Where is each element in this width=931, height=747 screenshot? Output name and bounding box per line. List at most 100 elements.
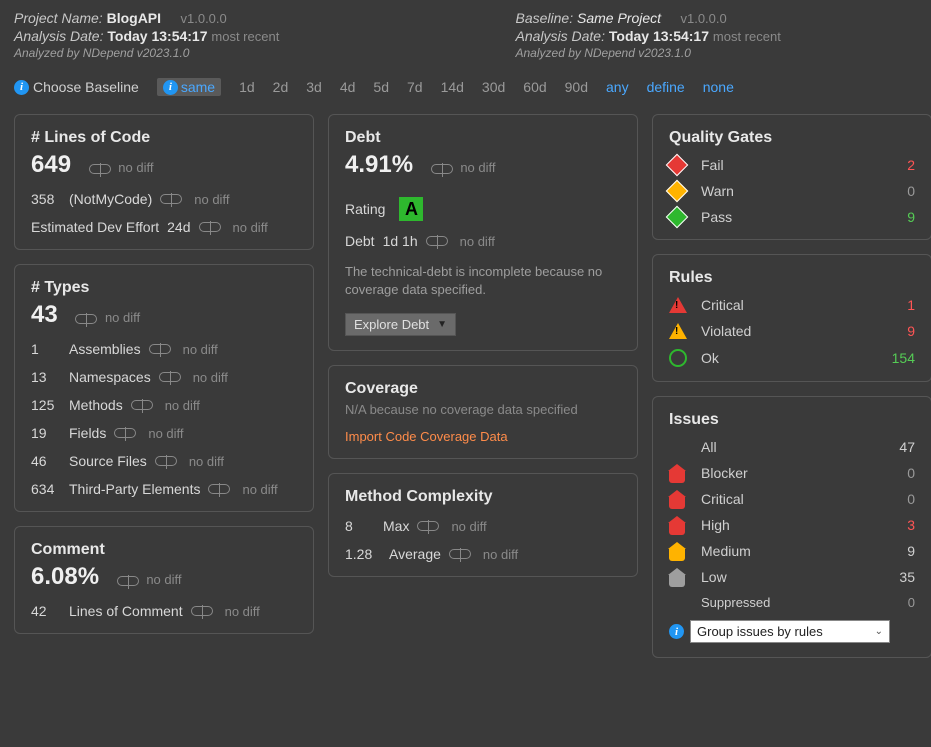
rating-label: Rating [345,201,385,217]
baseline-30d[interactable]: 30d [482,79,505,95]
issues-critical-label: Critical [701,491,877,507]
issues-blocker-label: Blocker [701,465,877,481]
issues-all-count: 47 [885,439,915,455]
gate-pass-count: 9 [885,209,915,225]
group-issues-select[interactable]: Group issues by rules ⌄ [690,620,890,643]
baseline-version: v1.0.0.0 [680,11,726,26]
baseline-60d[interactable]: 60d [523,79,546,95]
gate-fail-row[interactable]: Fail 2 [669,157,915,173]
diff-icon [160,194,182,204]
baseline-3d[interactable]: 3d [306,79,322,95]
baseline-7d[interactable]: 7d [407,79,423,95]
gate-pass-row[interactable]: Pass 9 [669,209,915,225]
complexity-title: Method Complexity [345,488,621,506]
no-diff: no diff [451,519,486,534]
issues-high-label: High [701,517,877,533]
notmycode-value: 358 [31,191,61,207]
baseline-14d[interactable]: 14d [441,79,464,95]
debt-card: Debt 4.91% no diff Rating A Debt 1d 1h n… [328,114,638,351]
info-icon: i [14,80,29,95]
issues-high-row[interactable]: High 3 [669,517,915,533]
namespaces-count: 13 [31,369,61,385]
issues-medium-count: 9 [885,543,915,559]
baseline-1d[interactable]: 1d [239,79,255,95]
rules-ok-count: 154 [885,350,915,366]
comment-title: Comment [31,541,297,559]
issues-low-label: Low [701,569,877,585]
critical-icon [669,497,685,509]
rules-violated-row[interactable]: ! Violated 9 [669,323,915,339]
diff-icon [449,549,471,559]
diff-icon [199,222,221,232]
complexity-max-value: 8 [345,518,375,534]
diff-icon [114,428,136,438]
issues-all-row[interactable]: All 47 [669,439,915,455]
no-diff: no diff [460,234,495,249]
methods-count: 125 [31,397,61,413]
assemblies-label: Assemblies [69,341,141,357]
column-2: Debt 4.91% no diff Rating A Debt 1d 1h n… [328,114,638,658]
issues-medium-row[interactable]: Medium 9 [669,543,915,559]
no-diff: no diff [193,370,228,385]
baseline-analyzed-by: Analyzed by NDepend v2023.1.0 [516,46,918,60]
diff-icon [159,372,181,382]
analysis-label: Analysis Date: [14,28,103,44]
baseline-none[interactable]: none [703,79,734,95]
warn-icon [666,180,689,203]
no-diff: no diff [194,192,229,207]
no-diff: no diff [118,160,153,175]
fields-count: 19 [31,425,61,441]
baseline-any[interactable]: any [606,79,629,95]
header-right: Baseline: Same Project v1.0.0.0 Analysis… [516,10,918,60]
diff-icon [191,606,213,616]
fields-label: Fields [69,425,106,441]
baseline-4d[interactable]: 4d [340,79,356,95]
no-diff: no diff [242,482,277,497]
loc-card: # Lines of Code 649 no diff 358 (NotMyCo… [14,114,314,250]
analysis-note: most recent [211,29,279,44]
baseline-5d[interactable]: 5d [373,79,389,95]
rules-ok-row[interactable]: Ok 154 [669,349,915,367]
chevron-down-icon: ▼ [437,319,447,330]
issues-low-row[interactable]: Low 35 [669,569,915,585]
diff-icon [117,576,139,586]
issues-blocker-count: 0 [885,465,915,481]
critical-icon: ! [669,297,687,313]
complexity-card: Method Complexity 8Maxno diff 1.28Averag… [328,473,638,577]
no-diff: no diff [225,604,260,619]
no-diff: no diff [148,426,183,441]
issues-blocker-row[interactable]: Blocker 0 [669,465,915,481]
no-diff: no diff [189,454,224,469]
rules-critical-label: Critical [701,297,877,313]
baseline-define[interactable]: define [647,79,685,95]
coverage-title: Coverage [345,380,621,398]
explore-debt-dropdown[interactable]: Explore Debt ▼ [345,313,456,336]
no-diff: no diff [105,310,140,325]
issues-critical-row[interactable]: Critical 0 [669,491,915,507]
effort-value: 24d [167,219,190,235]
types-card: # Types 43 no diff 1Assembliesno diff 13… [14,264,314,512]
info-icon: i [163,80,178,95]
gate-warn-row[interactable]: Warn 0 [669,183,915,199]
baseline-90d[interactable]: 90d [565,79,588,95]
loc-comment-label: Lines of Comment [69,603,183,619]
diff-icon [426,236,448,246]
group-issues-label: Group issues by rules [697,624,823,639]
rules-critical-row[interactable]: ! Critical 1 [669,297,915,313]
thirdparty-label: Third-Party Elements [69,481,200,497]
baseline-same-button[interactable]: i same [157,78,221,96]
complexity-max-label: Max [383,518,409,534]
rules-critical-count: 1 [885,297,915,313]
issues-suppressed-count: 0 [885,595,915,610]
loc-value: 649 [31,151,71,179]
import-coverage-link[interactable]: Import Code Coverage Data [345,429,508,444]
debt-time-label: Debt [345,233,375,249]
gate-fail-label: Fail [701,157,877,173]
gate-warn-label: Warn [701,183,877,199]
choose-baseline-button[interactable]: i Choose Baseline [14,79,139,95]
header: Project Name: BlogAPI v1.0.0.0 Analysis … [0,0,931,66]
comment-card: Comment 6.08% no diff 42Lines of Comment… [14,526,314,634]
violated-icon: ! [669,323,687,339]
baseline-2d[interactable]: 2d [273,79,289,95]
debt-note: The technical-debt is incomplete because… [345,263,621,299]
